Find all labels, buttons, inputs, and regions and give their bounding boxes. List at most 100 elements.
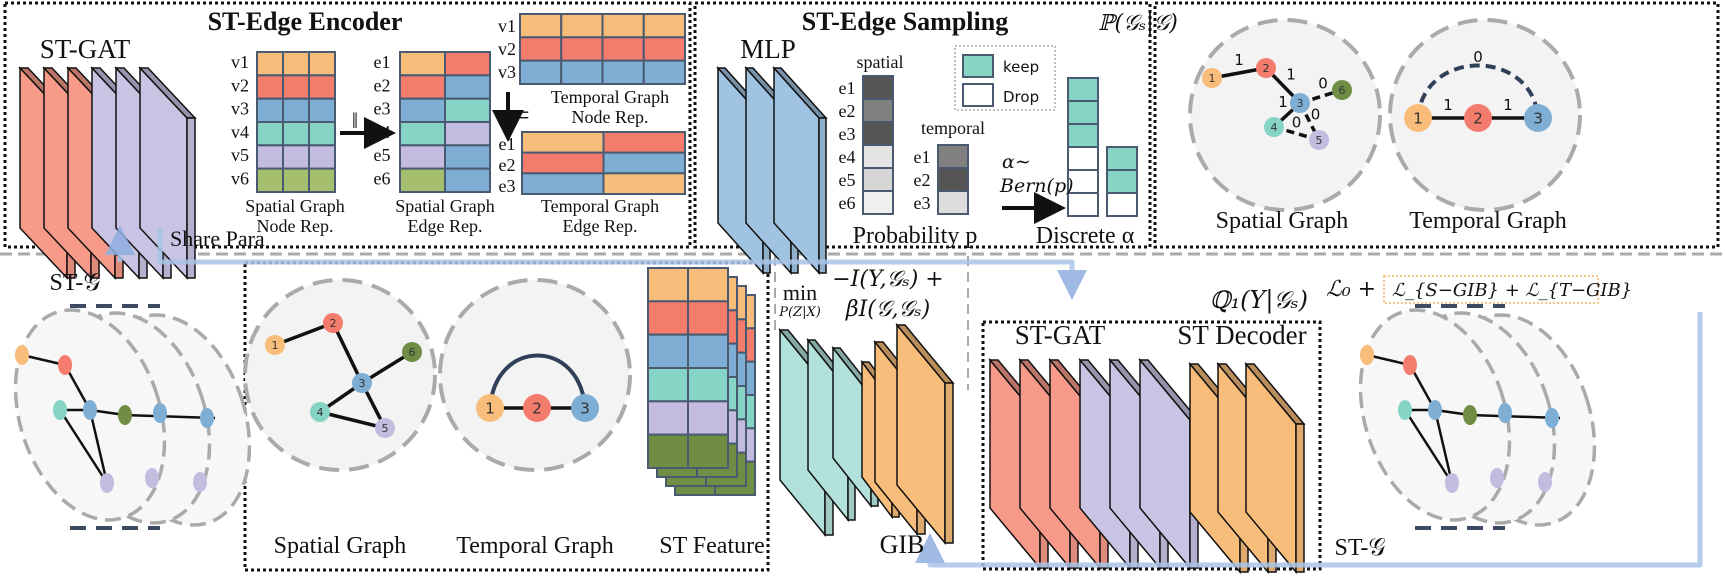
grid-cell xyxy=(602,172,686,195)
input-spatial-graph-node-5 xyxy=(375,418,395,438)
grid-cell xyxy=(444,144,491,170)
legend-keep-label: keep xyxy=(1003,58,1039,76)
spatial-probability-cell xyxy=(862,75,894,100)
grid-cell xyxy=(256,167,284,194)
temporal-probability-cell xyxy=(937,144,969,169)
input-spatial-graph-node-4 xyxy=(310,402,330,422)
decoder-gat-label: ST-GAT xyxy=(1015,320,1106,350)
edge-weight: 0 xyxy=(1473,48,1483,66)
input-spatial-graph-edge xyxy=(274,321,334,347)
spatial-edge-caption: Spatial Graph xyxy=(395,196,494,216)
gib-objective-line1: −I(Y,𝒢ₛ) + xyxy=(832,267,943,292)
spatial-node-label: v6 xyxy=(231,169,249,189)
input-spatial-caption: Spatial Graph xyxy=(274,533,407,559)
gib-label: GIB xyxy=(880,530,925,559)
spatial-edge-label: e1 xyxy=(374,52,391,72)
gib-objective-line2: βI(𝒢,𝒢ₛ) xyxy=(845,297,930,322)
node-id: 5 xyxy=(382,422,389,435)
grid-cell xyxy=(560,36,604,62)
spatial-probability-cell xyxy=(862,121,894,146)
grid-cell xyxy=(282,121,310,147)
node-id: 3 xyxy=(1297,97,1304,110)
input-spatial-graph-edge xyxy=(319,410,386,430)
layer-front xyxy=(818,117,827,274)
grid-cell xyxy=(601,59,645,86)
sampling-title: ST-Edge Sampling xyxy=(802,7,1008,36)
snapshot-node xyxy=(1538,472,1552,492)
grid-cell xyxy=(647,400,689,436)
top-temporal-graph-edge xyxy=(1416,63,1540,119)
grid-cell xyxy=(282,144,310,170)
grid-cell xyxy=(602,131,686,154)
snapshot-node-6 xyxy=(1463,405,1477,425)
snapshot-edge xyxy=(1433,409,1454,484)
snapshot-node xyxy=(145,468,159,488)
temporal-probability-label: e1 xyxy=(914,147,931,167)
spatial-probability-label: e2 xyxy=(839,101,856,121)
edge-weight: 1 xyxy=(1443,96,1453,114)
gib-min-label: min xyxy=(783,280,817,305)
snapshot-edge xyxy=(21,353,66,367)
grid-cell xyxy=(308,97,336,123)
spatial-probability-label: e4 xyxy=(839,147,856,167)
legend-drop-label: Drop xyxy=(1003,88,1039,106)
grid-cell xyxy=(256,144,284,170)
grid-cell xyxy=(399,51,446,77)
spatial-edge-rep-grid xyxy=(399,51,491,194)
legend-keep-swatch xyxy=(962,54,994,78)
input-temporal-graph-node-2 xyxy=(523,394,551,422)
layer-front xyxy=(1295,423,1305,573)
grid-cell xyxy=(282,74,310,100)
temporal-node-label: v1 xyxy=(498,16,516,36)
spatial-edge-label: e2 xyxy=(374,75,391,95)
snapshot-node xyxy=(1498,403,1512,423)
temporal-node-label: v2 xyxy=(498,39,516,59)
grid-cell xyxy=(642,36,686,62)
node-id: 2 xyxy=(1263,62,1270,75)
snapshot-node xyxy=(153,403,167,423)
top-temporal-graph-node-2 xyxy=(1464,104,1492,132)
grid-cell xyxy=(308,144,336,170)
input-spatial-graph-edge xyxy=(331,322,364,384)
spatial-probability-label: e1 xyxy=(839,78,856,98)
input-st-graph xyxy=(13,304,252,530)
feedback-arrow xyxy=(915,312,1703,568)
spatial-node-caption: Spatial Graph xyxy=(245,196,344,216)
temporal-node-label: v3 xyxy=(498,62,516,82)
grid-cell xyxy=(521,131,605,154)
node-id: 6 xyxy=(1339,84,1346,97)
sampling-formula: ℙ(𝒢ₛ|𝒢) xyxy=(1098,11,1178,36)
top-spatial-graph-node-1 xyxy=(1202,68,1222,88)
grid-cell xyxy=(647,433,689,469)
grid-cell xyxy=(444,167,491,194)
spatial-probability-cell xyxy=(862,144,894,169)
temporal-node-caption: Node Rep. xyxy=(572,107,649,127)
grid-cell xyxy=(256,97,284,123)
decoder-formula: ℚ₁(Y|𝒢ₛ) xyxy=(1210,286,1308,315)
grid-cell xyxy=(647,267,689,303)
spatial-node-label: v5 xyxy=(231,145,249,165)
encoder-model-label: ST-GAT xyxy=(40,34,131,64)
equals-symbol: = xyxy=(514,100,529,130)
concat-symbol: ‖ xyxy=(352,108,358,133)
edge-weight: 0 xyxy=(1311,106,1321,124)
discrete-spatial-cell xyxy=(1067,146,1099,171)
grid-cell xyxy=(282,167,310,194)
input-spatial-graph-node-3 xyxy=(352,373,372,393)
grid-cell xyxy=(519,36,563,62)
grid-cell xyxy=(687,400,729,436)
snapshot-node-3 xyxy=(1428,400,1442,420)
top-temporal-caption: Temporal Graph xyxy=(1409,208,1567,234)
layer-front xyxy=(186,117,196,279)
edge-weight: 0 xyxy=(1318,75,1328,93)
grid-cell xyxy=(687,300,729,336)
snapshot-node-4 xyxy=(53,400,67,420)
decoder-label: ST Decoder xyxy=(1177,320,1306,350)
temporal-probability-label: e3 xyxy=(914,193,931,213)
node-id: 1 xyxy=(485,400,495,418)
encoder-gat-layer xyxy=(138,66,197,280)
grid-cell xyxy=(601,36,645,62)
node-id: 4 xyxy=(1271,121,1278,134)
loss-terms-box xyxy=(1383,275,1599,304)
grid-cell xyxy=(308,121,336,147)
